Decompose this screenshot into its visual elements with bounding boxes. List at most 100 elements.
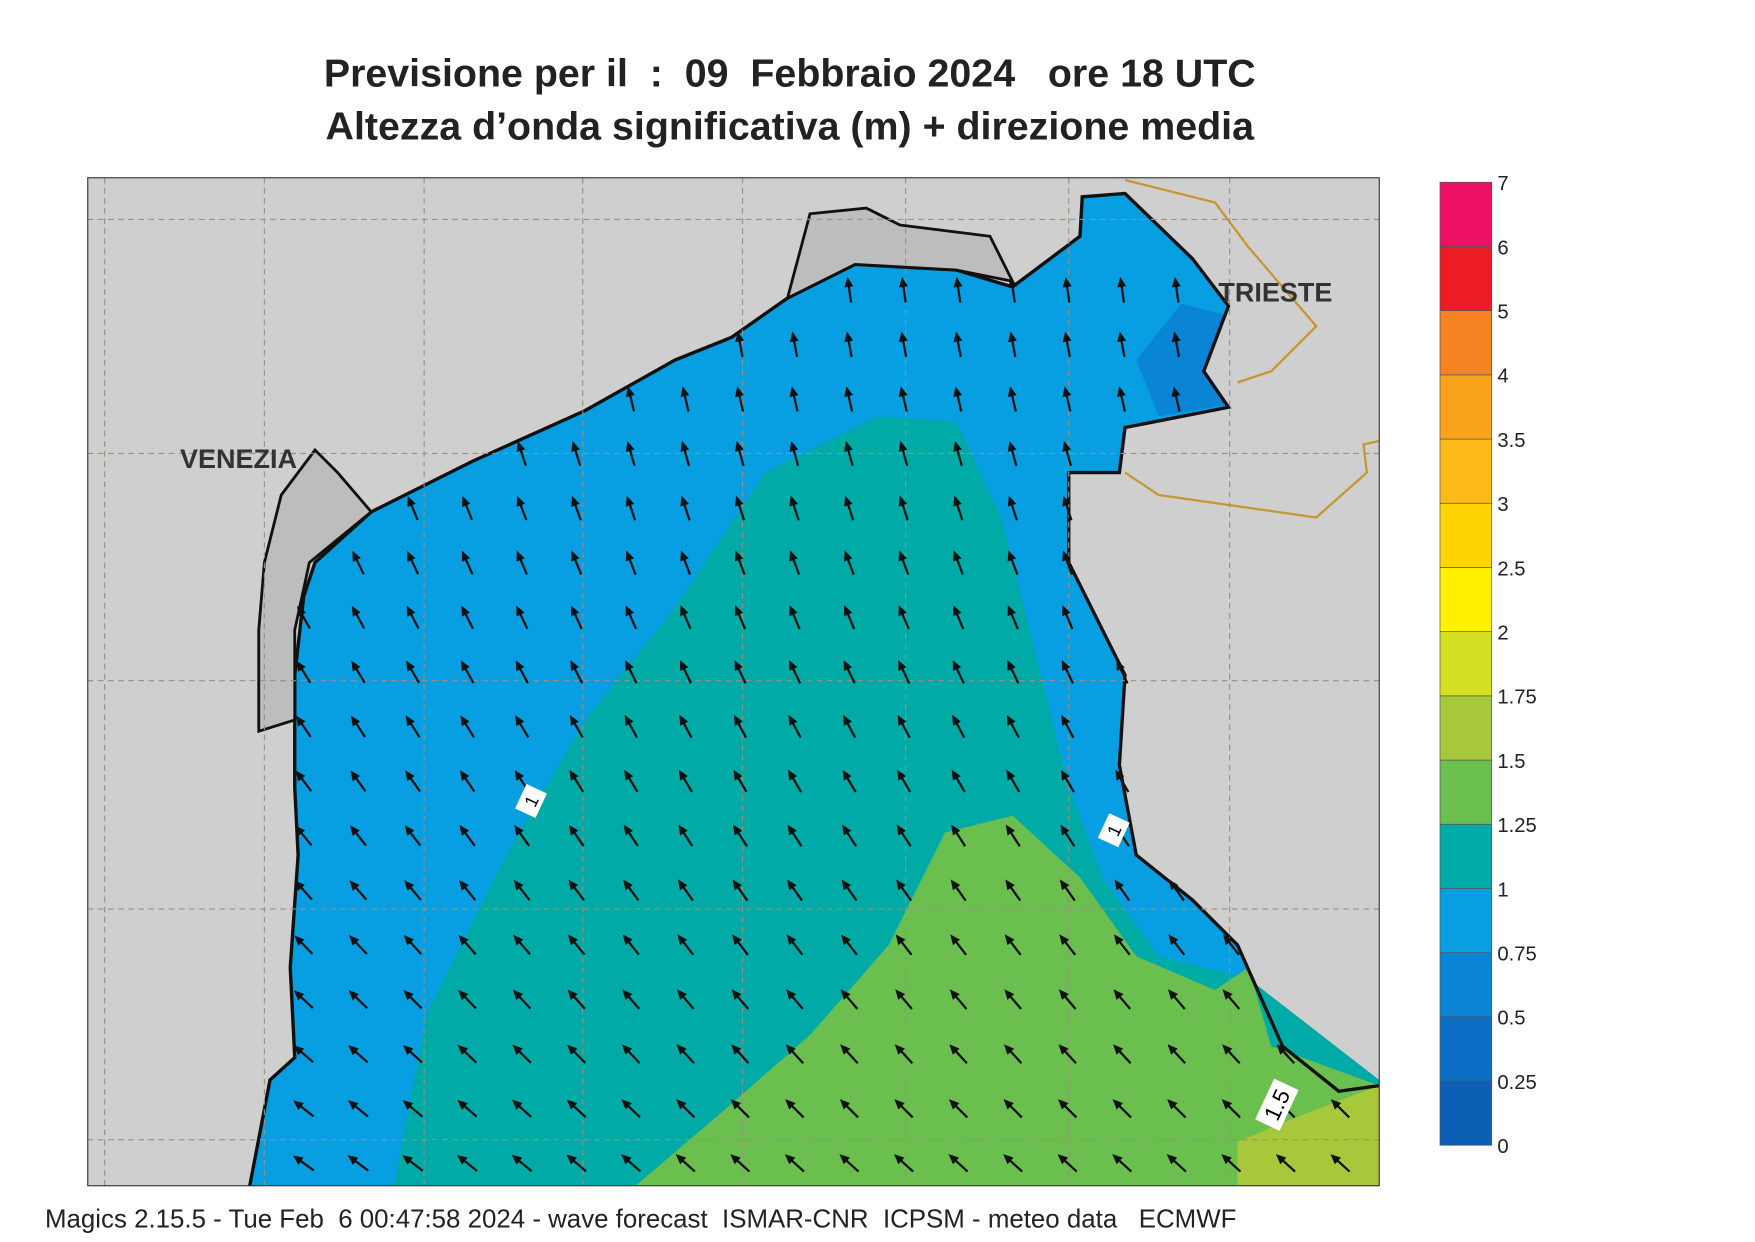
arrow-head — [1166, 1154, 1178, 1165]
arrow — [950, 879, 967, 902]
arrow-head — [732, 824, 743, 836]
arrow-head — [351, 605, 361, 617]
arrow — [295, 770, 313, 792]
arrow-head — [676, 1044, 687, 1055]
arrow — [1003, 1099, 1023, 1119]
arrow-head — [1059, 934, 1070, 946]
arrow — [350, 770, 367, 792]
arrow-head — [786, 934, 797, 946]
arrow — [950, 934, 967, 956]
arrow-head — [1060, 824, 1070, 836]
arrow — [1113, 934, 1131, 956]
arrow-head — [734, 550, 744, 562]
arrow-head — [621, 1099, 632, 1110]
arrow-head — [898, 605, 907, 617]
arrow-head — [1062, 550, 1071, 562]
arrow — [1003, 1154, 1023, 1173]
arrow — [1058, 1099, 1078, 1119]
arrow — [842, 824, 858, 847]
arrow-head — [1005, 879, 1015, 891]
arrow — [402, 1155, 424, 1172]
arrow-head — [680, 386, 690, 398]
arrow-head — [405, 770, 415, 782]
arrow — [1113, 1044, 1132, 1064]
arrow-head — [511, 1154, 523, 1165]
arrow-head — [1062, 605, 1071, 617]
arrow-head — [895, 934, 906, 946]
arrow — [512, 989, 532, 1010]
arrow-head — [894, 1044, 905, 1055]
arrow-head — [1062, 276, 1072, 288]
arrow — [460, 660, 475, 684]
arrow — [407, 550, 420, 575]
arrow — [514, 824, 531, 847]
arrow — [1168, 879, 1185, 902]
arrow — [566, 1099, 587, 1118]
arrow-head — [897, 714, 907, 726]
arrow-head — [893, 1154, 905, 1165]
arrow-head — [515, 660, 525, 672]
colorbar-label: 0.75 — [1497, 944, 1536, 966]
arrow-head — [349, 935, 360, 946]
arrow-head — [349, 825, 360, 837]
place-label: VENEZIA — [180, 444, 297, 474]
arrow — [294, 935, 314, 955]
arrow — [625, 440, 636, 467]
colorbar-segment — [1439, 695, 1493, 761]
arrow — [511, 1099, 532, 1118]
arrow-head — [789, 495, 799, 507]
arrow-head — [512, 1044, 523, 1055]
arrow — [734, 659, 747, 684]
arrow-head — [1117, 276, 1127, 288]
arrow-head — [404, 825, 415, 836]
subtitle: Altezza d’onda significativa (m) + direz… — [326, 105, 1256, 149]
arrow — [568, 879, 585, 901]
arrow — [402, 1044, 423, 1064]
arrow-head — [1062, 386, 1072, 398]
arrow — [951, 824, 967, 847]
arrow — [733, 714, 748, 739]
arrow-head — [623, 824, 634, 836]
arrow — [1062, 605, 1074, 630]
arrow — [953, 550, 964, 576]
arrows — [292, 276, 1351, 1173]
arrow — [1062, 495, 1073, 521]
arrow — [789, 331, 799, 358]
arrow-head — [571, 441, 580, 453]
arrow — [402, 1099, 424, 1118]
arrow — [676, 1099, 696, 1119]
arrow — [296, 660, 312, 684]
arrow-head — [402, 1099, 414, 1110]
arrow-head — [570, 660, 580, 672]
arrow-head — [789, 331, 799, 343]
arrow — [350, 715, 367, 738]
colorbar-label: 1.75 — [1497, 687, 1536, 709]
arrow-head — [624, 714, 634, 726]
arrow-head — [296, 660, 306, 672]
colorbar-label: 2 — [1497, 623, 1508, 645]
arrow-head — [678, 824, 688, 836]
arrow — [1005, 879, 1022, 902]
arrow — [1222, 1044, 1241, 1064]
arrow-head — [297, 605, 307, 617]
arrow-head — [953, 331, 963, 343]
arrow — [511, 1154, 533, 1173]
arrow — [840, 989, 859, 1010]
arrow-head — [461, 550, 471, 562]
arrow-head — [1168, 934, 1179, 946]
arrow-head — [953, 495, 962, 507]
arrow — [1007, 550, 1019, 576]
arrow — [843, 550, 855, 576]
arrow — [1115, 769, 1130, 793]
arrow-head — [1062, 440, 1072, 452]
arrow-head — [351, 660, 361, 672]
arrow — [896, 879, 912, 902]
arrow-head — [295, 825, 306, 837]
arrow-head — [623, 879, 633, 891]
arrow — [625, 605, 638, 630]
arrow — [625, 386, 636, 412]
arrow — [515, 660, 529, 684]
arrow-head — [1004, 934, 1015, 946]
arrow-head — [898, 440, 908, 452]
arrow — [843, 605, 856, 630]
